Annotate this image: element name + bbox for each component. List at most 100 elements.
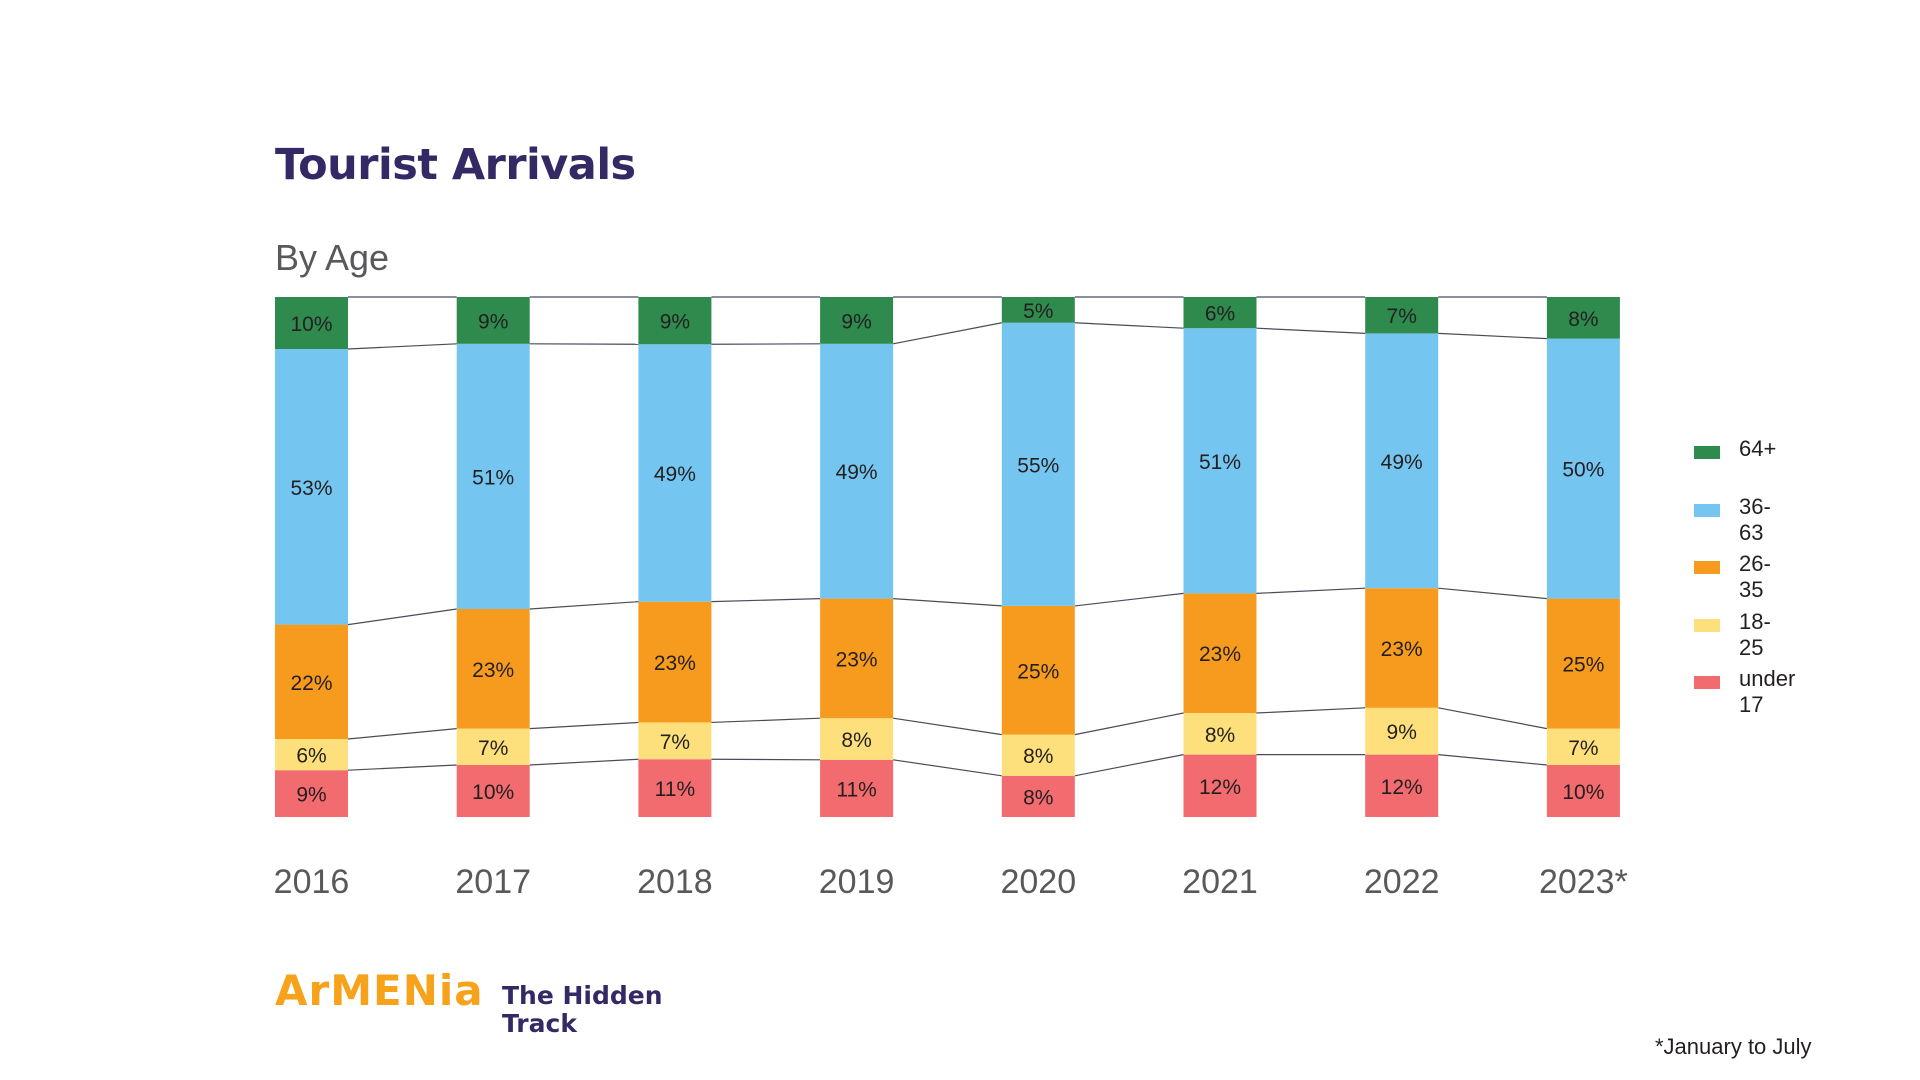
connector-line [529,721,639,730]
data-label: 50% [1562,459,1604,482]
data-label: 9% [1387,721,1417,744]
data-label: 6% [1205,303,1235,326]
data-label: 10% [1562,781,1604,804]
bar-segment [1546,598,1620,729]
connector-line [893,759,1002,777]
bar-segment [1365,754,1439,817]
data-label: 49% [836,461,878,484]
bar-segment [638,601,712,723]
connector-line [893,717,1002,736]
data-label: 23% [654,652,696,675]
data-label: 8% [1023,786,1053,809]
data-label: 12% [1381,776,1423,799]
connector-line [529,758,639,766]
connector-lines [347,296,1548,777]
bar-segment [820,718,894,760]
bar-segment [275,739,348,771]
legend-swatch [1694,561,1720,574]
data-label: 10% [472,781,514,804]
connector-line [1438,707,1548,730]
connector-line [892,322,1002,345]
bar-segment [1365,333,1439,589]
chart-subtitle: By Age [275,237,390,278]
data-label: 11% [655,778,695,801]
data-label: 49% [654,463,696,486]
bar-segment [456,609,530,729]
legend-label: 36-63 [1739,493,1771,545]
bar-segment [1546,728,1620,765]
connector-line [1438,332,1547,340]
data-label: 9% [478,310,508,333]
connector-line [893,598,1002,607]
bar-segment [1546,297,1620,339]
value-labels: 9% 6% 22% 53% 10% 10% 7% 23% 51% 9% 11% 7% 23% 49% 9% 1… [290,300,1604,810]
data-label: 7% [478,737,508,760]
bar-segment [456,297,530,344]
bar-segment [1001,605,1075,735]
connector-line [1074,712,1184,736]
bar-segment [275,624,348,739]
bar-segment [275,770,348,817]
bar-segment [1183,713,1257,755]
legend-label: 26-35 [1739,551,1771,602]
brand-tagline: The Hidden Track [502,981,663,1038]
x-tick-label: 2023* [1539,863,1628,901]
x-tick-label: 2021 [1182,863,1258,901]
data-label: 9% [296,784,326,807]
bar-segment [638,297,712,345]
connector-line [1256,587,1366,594]
bar-segment [638,759,712,817]
x-axis-ticks: 2016 2017 2018 2019 2020 2021 2022 2023* [274,863,1628,901]
x-tick-label: 2022 [1364,863,1440,901]
data-label: 51% [1199,451,1241,474]
x-tick-label: 2018 [637,863,713,901]
bar-segment [820,297,894,344]
connector-line [711,598,821,603]
data-label: 25% [1017,660,1059,683]
connector-line [1438,754,1547,766]
connector-line [711,758,821,761]
connector-line [1438,587,1547,600]
data-label: 23% [1199,643,1241,666]
data-label: 49% [1381,451,1423,474]
data-label: 5% [1023,300,1053,323]
data-label: 7% [1387,305,1417,328]
data-label: 9% [660,311,690,334]
bar-segment [638,722,712,760]
legend-label: 64+ [1739,436,1777,461]
chart-title: Tourist Arrivals [275,140,636,190]
bar-segment [1001,297,1075,323]
legend-swatch [1694,618,1720,632]
x-tick-label: 2020 [1000,863,1076,901]
legend-swatch [1694,446,1720,459]
legend-swatch [1694,676,1720,689]
data-label: 10% [290,313,332,336]
data-label: 8% [841,729,871,752]
connector-line [1074,322,1184,329]
x-tick-label: 2017 [455,863,531,901]
data-label: 9% [841,310,871,333]
bar-segment [1183,297,1257,329]
bar-segment [1365,707,1439,755]
data-label: 22% [290,672,332,695]
connector-line [347,728,457,740]
connector-line [711,717,821,724]
bar-segment [1546,765,1620,817]
bar-segment [1183,593,1257,713]
bar-segment [820,598,894,719]
bar-segment [1365,297,1439,334]
bar-segment [1365,588,1439,708]
data-label: 7% [660,731,690,754]
data-label: 53% [290,477,332,500]
connector-line [347,764,457,771]
connector-line [347,343,457,350]
connector-line [529,601,639,610]
bar-segment [1001,775,1075,817]
bar-segment [275,349,348,625]
data-label: 8% [1023,745,1053,768]
connector-line [1074,754,1184,777]
data-label: 55% [1017,454,1059,477]
bar-segment [1183,754,1257,817]
data-label: 23% [472,659,514,682]
